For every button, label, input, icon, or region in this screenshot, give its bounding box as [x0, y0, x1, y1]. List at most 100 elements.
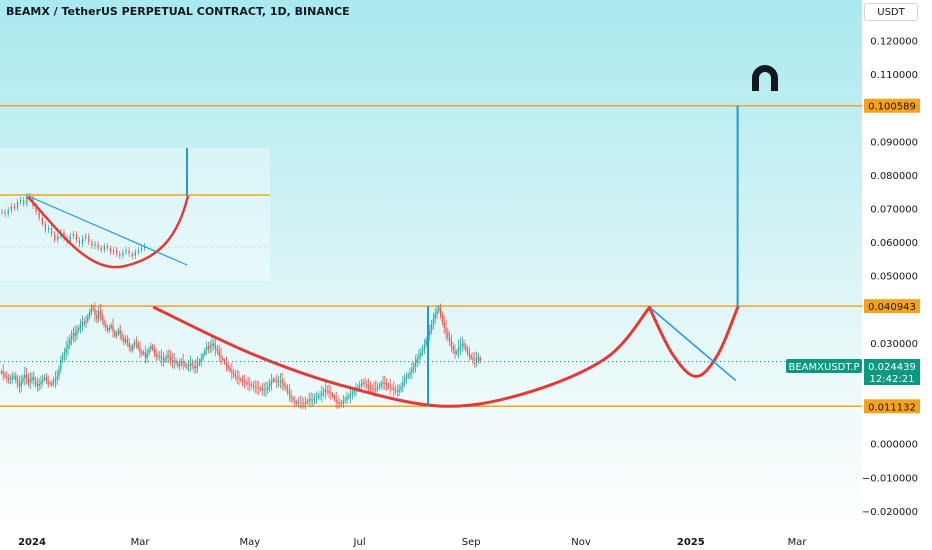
candle-body: [380, 383, 382, 386]
time-axis-background: [0, 532, 862, 550]
candle-body: [461, 343, 463, 346]
candle-body: [34, 380, 37, 384]
candle-body: [157, 355, 159, 357]
candle-body: [42, 379, 44, 382]
candle-body: [99, 310, 102, 315]
candle-body: [474, 359, 476, 361]
candle-body: [321, 393, 323, 395]
inset-candle-body: [103, 246, 105, 250]
handle-curve: [647, 306, 740, 379]
y-tick-label: 0.110000: [870, 70, 918, 81]
candle-body: [88, 311, 91, 317]
candle-body: [7, 378, 10, 380]
candle-body: [61, 355, 64, 361]
candlestick-series: [0, 302, 481, 410]
candle-body: [36, 383, 39, 386]
time-axis[interactable]: 2024 Mar May Jul Sep Nov 2025 Mar: [18, 537, 807, 548]
candle-body: [463, 343, 465, 347]
candle-body: [259, 388, 262, 390]
inset-candle-body: [131, 254, 133, 256]
candle-body: [423, 344, 426, 349]
candle-body: [434, 314, 436, 319]
candle-body: [360, 383, 363, 386]
chart-background: [0, 0, 862, 532]
candle-body: [78, 327, 80, 331]
candle-body: [342, 400, 345, 403]
candle-body: [324, 389, 327, 392]
candle-body: [276, 380, 278, 383]
candle-body: [438, 307, 440, 311]
inset-candle-body: [63, 232, 65, 238]
candle-body: [328, 390, 330, 393]
candle-body: [367, 385, 370, 388]
inset-candle-body: [116, 250, 118, 254]
candle-body: [294, 400, 296, 403]
candle-body: [349, 393, 352, 396]
candle-body: [211, 343, 213, 346]
candle-body: [452, 346, 454, 351]
candle-body: [330, 392, 332, 394]
candle-body: [263, 389, 265, 391]
candle-body: [362, 382, 364, 384]
candle-body: [240, 379, 242, 381]
candle-body: [234, 374, 237, 377]
candle-body: [87, 316, 89, 321]
candle-body: [151, 346, 154, 349]
inset-candle-body: [1, 212, 3, 213]
candle-body: [400, 386, 402, 390]
candle-body: [216, 348, 219, 352]
y-tick-label: 0.070000: [870, 205, 918, 216]
candle-body: [69, 339, 71, 345]
candle-body: [38, 383, 40, 386]
candle-body: [369, 387, 372, 389]
candle-body: [252, 385, 255, 387]
price-axis-background: [862, 0, 932, 550]
candle-countdown: 12:42:21: [870, 374, 915, 385]
symbol-tag-label: BEAMXUSDT.P: [789, 362, 860, 373]
candle-body: [63, 352, 66, 356]
candle-body: [420, 352, 422, 356]
candle-body: [288, 391, 291, 395]
candle-body: [180, 361, 183, 364]
inset-pattern-preview: [0, 148, 270, 281]
currency-selector[interactable]: USDT: [864, 3, 918, 21]
candle-body: [40, 381, 42, 384]
level-tag-label: 0.040943: [868, 302, 916, 313]
inset-candle-body: [35, 206, 37, 212]
candle-body: [155, 353, 157, 357]
candle-body: [205, 346, 208, 351]
candle-body: [274, 379, 276, 381]
candle-body: [51, 382, 53, 385]
candle-body: [119, 330, 121, 335]
candle-body: [13, 375, 15, 378]
candle-body: [79, 325, 82, 328]
candle-body: [195, 365, 197, 369]
current-price-tag: 0.024439 12:42:21: [864, 359, 920, 385]
candle-body: [236, 376, 238, 378]
candle-body: [394, 389, 397, 391]
candle-body: [331, 393, 334, 397]
candle-body: [178, 363, 181, 366]
candle-body: [267, 387, 269, 390]
inset-candle-body: [85, 236, 87, 238]
candle-body: [189, 363, 192, 365]
x-tick-label: Mar: [131, 537, 151, 548]
candle-body: [56, 376, 58, 380]
inset-candle-body: [47, 228, 50, 230]
candle-body: [304, 402, 307, 405]
candle-body: [67, 344, 69, 349]
candle-body: [85, 320, 87, 324]
candle-body: [243, 381, 246, 383]
candle-body: [472, 358, 474, 360]
candle-body: [405, 377, 408, 380]
candle-body: [209, 345, 211, 349]
candle-body: [407, 374, 409, 378]
candle-body: [465, 346, 467, 350]
inset-candle-body: [82, 238, 84, 244]
inset-candle-body: [78, 240, 81, 244]
candle-body: [164, 358, 166, 361]
level-tag-box: [864, 299, 920, 314]
candle-body: [339, 403, 341, 405]
inset-candle-body: [41, 218, 43, 224]
